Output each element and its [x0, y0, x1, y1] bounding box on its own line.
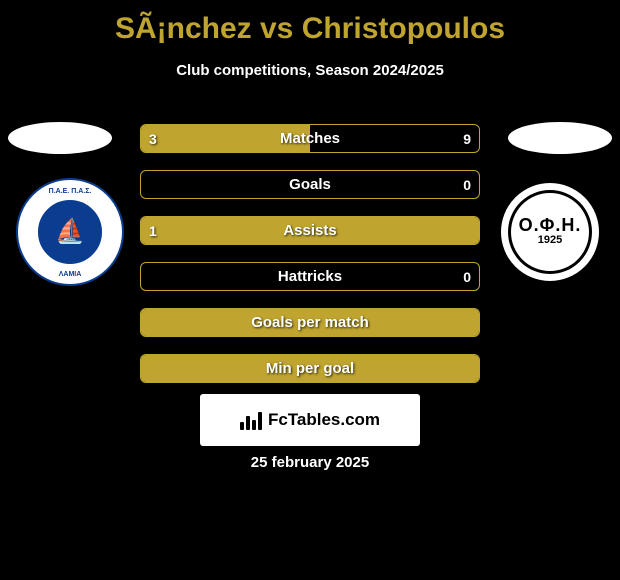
club-badge-left-bottom-text: ΛΑΜΙΑ — [59, 271, 82, 278]
stat-row: Min per goal — [140, 354, 480, 383]
ship-icon: ⛵ — [55, 220, 85, 244]
stat-value-right: 0 — [463, 269, 471, 285]
stat-value-right: 9 — [463, 131, 471, 147]
stat-row: Goals0 — [140, 170, 480, 199]
stat-label: Min per goal — [141, 360, 479, 377]
stat-value-right: 0 — [463, 177, 471, 193]
player-avatar-left — [8, 122, 112, 154]
stat-label: Goals per match — [141, 314, 479, 331]
page-title: SÃ¡nchez vs Christopoulos — [0, 0, 620, 46]
footer-date: 25 february 2025 — [0, 454, 620, 471]
club-badge-left: Π.Α.Ε. Π.Α.Σ. ⛵ ΛΑΜΙΑ — [16, 178, 124, 286]
player-avatar-right — [508, 122, 612, 154]
club-badge-right-letters: Ο.Φ.Η. — [519, 216, 582, 234]
stat-row: 1Assists — [140, 216, 480, 245]
club-badge-right-year: 1925 — [538, 234, 562, 247]
club-badge-left-top-text: Π.Α.Ε. Π.Α.Σ. — [49, 188, 92, 195]
stat-row: 3Matches9 — [140, 124, 480, 153]
club-badge-right: Ο.Φ.Η. 1925 — [496, 178, 604, 286]
stat-label: Hattricks — [141, 268, 479, 285]
stat-row: Hattricks0 — [140, 262, 480, 291]
page-subtitle: Club competitions, Season 2024/2025 — [0, 62, 620, 79]
stat-label: Matches — [141, 130, 479, 147]
stat-row: Goals per match — [140, 308, 480, 337]
stats-comparison: 3Matches9Goals01AssistsHattricks0Goals p… — [140, 124, 480, 400]
branding-text: FcTables.com — [268, 410, 380, 430]
stat-label: Goals — [141, 176, 479, 193]
bar-chart-icon — [240, 410, 262, 430]
branding-box[interactable]: FcTables.com — [200, 394, 420, 446]
stat-label: Assists — [141, 222, 479, 239]
